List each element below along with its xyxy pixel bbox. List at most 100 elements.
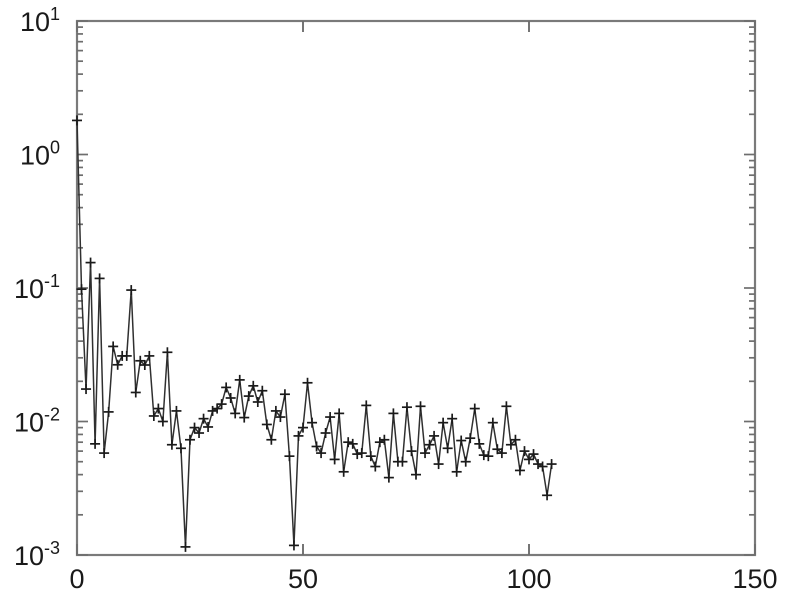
data-point-marker bbox=[261, 419, 272, 430]
x-tick-label: 0 bbox=[69, 564, 84, 594]
data-point-marker bbox=[487, 417, 498, 428]
data-point-marker bbox=[293, 430, 304, 441]
data-point-marker bbox=[501, 401, 512, 412]
y-tick-mantissa: 10 bbox=[14, 541, 44, 571]
data-point-marker bbox=[316, 448, 327, 459]
data-point-marker bbox=[108, 341, 119, 352]
data-line bbox=[76, 120, 553, 548]
data-point-marker bbox=[451, 466, 462, 477]
data-point-marker bbox=[234, 374, 245, 385]
data-point-marker bbox=[162, 347, 173, 358]
data-point-marker bbox=[397, 456, 408, 467]
data-point-marker bbox=[221, 382, 232, 393]
data-point-marker bbox=[85, 257, 96, 268]
data-point-marker bbox=[401, 402, 412, 413]
data-point-marker bbox=[185, 434, 195, 445]
data-point-marker bbox=[320, 428, 331, 439]
data-point-marker bbox=[438, 417, 449, 428]
data-point-marker bbox=[325, 412, 336, 423]
data-point-marker bbox=[243, 391, 254, 402]
data-point-marker bbox=[429, 430, 440, 441]
data-point-marker bbox=[338, 466, 349, 477]
data-point-marker bbox=[442, 443, 453, 454]
data-point-marker bbox=[76, 284, 87, 295]
data-point-marker bbox=[252, 396, 263, 407]
data-point-marker bbox=[126, 285, 137, 296]
data-point-marker bbox=[307, 417, 318, 428]
data-point-marker bbox=[212, 403, 223, 414]
data-point-marker bbox=[311, 441, 322, 452]
data-point-marker bbox=[460, 456, 471, 467]
data-point-marker bbox=[99, 448, 110, 459]
data-point-marker bbox=[334, 408, 345, 419]
y-tick-mantissa: 10 bbox=[14, 408, 44, 438]
data-point-marker bbox=[347, 438, 358, 449]
data-point-marker bbox=[112, 359, 123, 370]
data-point-marker bbox=[483, 451, 494, 462]
data-point-marker bbox=[365, 451, 376, 462]
data-point-marker bbox=[266, 434, 277, 445]
y-tick-exponent: -3 bbox=[44, 538, 60, 558]
data-point-marker bbox=[121, 350, 132, 361]
x-tick-label: 150 bbox=[732, 564, 777, 594]
data-point-marker bbox=[510, 434, 521, 445]
data-point-marker bbox=[388, 408, 399, 419]
data-point-marker bbox=[352, 449, 363, 460]
data-point-marker bbox=[194, 428, 205, 439]
data-point-marker bbox=[343, 437, 354, 448]
data-point-marker bbox=[275, 412, 286, 423]
data-point-marker bbox=[302, 377, 313, 388]
data-point-marker bbox=[478, 450, 489, 461]
data-point-marker bbox=[90, 438, 101, 449]
y-tick-exponent: -2 bbox=[44, 405, 60, 425]
data-point-marker bbox=[519, 446, 530, 457]
data-point-marker bbox=[469, 403, 480, 414]
data-point-marker bbox=[130, 387, 141, 398]
data-point-marker bbox=[465, 433, 476, 444]
data-point-marker bbox=[81, 384, 92, 395]
data-point-marker bbox=[175, 443, 186, 454]
data-point-marker bbox=[456, 435, 467, 446]
data-point-marker bbox=[415, 401, 426, 412]
x-tick-label: 100 bbox=[506, 564, 551, 594]
data-point-marker bbox=[203, 421, 214, 432]
data-point-marker bbox=[505, 439, 516, 450]
y-tick-exponent: -1 bbox=[44, 271, 60, 291]
data-point-marker bbox=[72, 115, 82, 126]
x-tick-label: 50 bbox=[288, 564, 318, 594]
data-point-marker bbox=[239, 412, 250, 423]
data-point-marker bbox=[157, 416, 168, 427]
data-point-marker bbox=[103, 406, 114, 417]
data-point-marker bbox=[424, 439, 435, 450]
axes bbox=[75, 19, 757, 557]
data-point-marker bbox=[288, 540, 299, 551]
data-point-marker bbox=[298, 422, 308, 433]
data-point-marker bbox=[207, 405, 218, 416]
data-point-marker bbox=[379, 434, 390, 445]
data-point-marker bbox=[230, 408, 241, 419]
y-tick-label: 10-1 bbox=[14, 271, 60, 304]
data-point-marker bbox=[533, 459, 544, 470]
data-point-marker bbox=[356, 448, 367, 459]
data-point-marker bbox=[144, 350, 155, 361]
y-tick-mantissa: 10 bbox=[20, 7, 50, 37]
data-point-marker bbox=[447, 413, 458, 424]
data-point-marker bbox=[148, 410, 159, 421]
data-point-marker bbox=[166, 439, 177, 450]
data-point-marker bbox=[383, 472, 394, 483]
data-point-marker bbox=[139, 359, 150, 370]
data-point-marker bbox=[433, 459, 444, 470]
y-tick-mantissa: 10 bbox=[14, 274, 44, 304]
data-point-marker bbox=[370, 461, 381, 472]
data-point-marker bbox=[171, 405, 182, 416]
data-point-marker bbox=[270, 405, 281, 416]
data-point-marker bbox=[411, 469, 421, 480]
data-point-marker bbox=[135, 355, 146, 366]
y-tick-mantissa: 10 bbox=[20, 141, 50, 171]
data-point-marker bbox=[94, 273, 105, 284]
data-point-marker bbox=[284, 451, 295, 462]
data-point-marker bbox=[153, 403, 164, 414]
data-point-marker bbox=[474, 438, 485, 449]
